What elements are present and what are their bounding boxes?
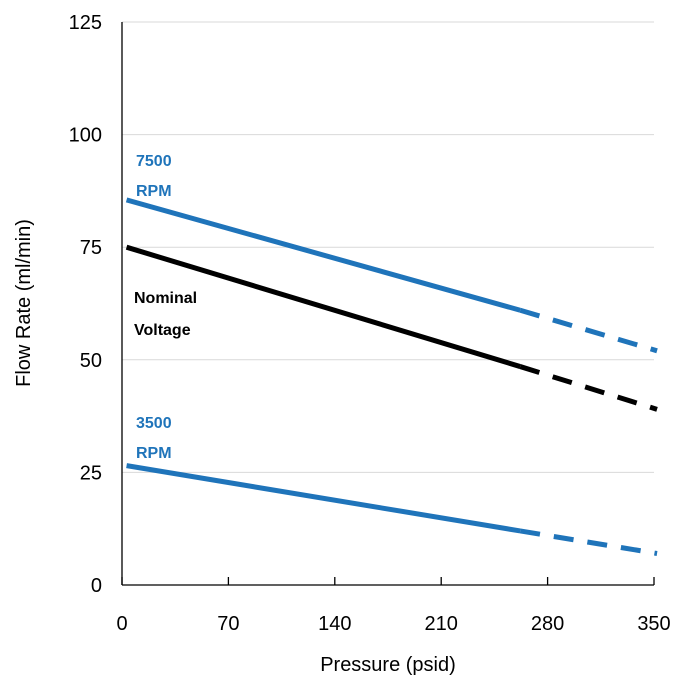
series-rpm7500-dashed-line — [519, 307, 658, 354]
y-ticks: 0 25 50 75 100 125 — [69, 12, 102, 597]
series-label-nominal-voltage: Nominal Voltage — [134, 290, 202, 339]
series-label-7500-line2: RPM — [136, 183, 172, 200]
x-tick-label: 0 — [116, 613, 127, 635]
series-nominal-dashed-line — [519, 364, 658, 412]
series-label-3500-line1: 3500 — [136, 415, 172, 432]
y-tick-label: 125 — [69, 12, 102, 34]
series-label-7500-line1: 7500 — [136, 153, 172, 170]
series-label-7500-rpm: 7500 RPM — [136, 153, 176, 200]
series-lines — [125, 197, 658, 556]
x-axis-title: Pressure (psid) — [320, 654, 456, 676]
series-label-nominal-line1: Nominal — [134, 290, 197, 307]
y-tick-label: 0 — [91, 575, 102, 597]
x-ticks: 0 70 140 210 280 350 — [116, 577, 671, 635]
series-label-3500-line2: RPM — [136, 445, 172, 462]
series-rpm3500-dashed-line — [519, 528, 658, 556]
series-label-nominal-line2: Voltage — [134, 322, 191, 339]
series-rpm7500-solid-line — [125, 197, 521, 313]
series-labels: 7500 RPM Nominal Voltage 3500 RPM — [134, 153, 202, 462]
y-axis-title: Flow Rate (ml/min) — [13, 219, 35, 387]
series-label-3500-rpm: 3500 RPM — [136, 415, 176, 462]
x-tick-label: 350 — [637, 613, 670, 635]
y-tick-label: 50 — [80, 350, 102, 372]
x-tick-label: 280 — [531, 613, 564, 635]
series-rpm3500-solid-line — [126, 463, 521, 534]
y-tick-label: 100 — [69, 125, 102, 147]
x-tick-label: 70 — [217, 613, 239, 635]
gridlines — [122, 21, 654, 473]
series-nominal-solid-line — [125, 244, 521, 369]
y-tick-label: 75 — [80, 237, 102, 259]
y-tick-label: 25 — [80, 462, 102, 484]
x-tick-label: 140 — [318, 613, 351, 635]
axes — [121, 22, 654, 586]
x-tick-label: 210 — [425, 613, 458, 635]
